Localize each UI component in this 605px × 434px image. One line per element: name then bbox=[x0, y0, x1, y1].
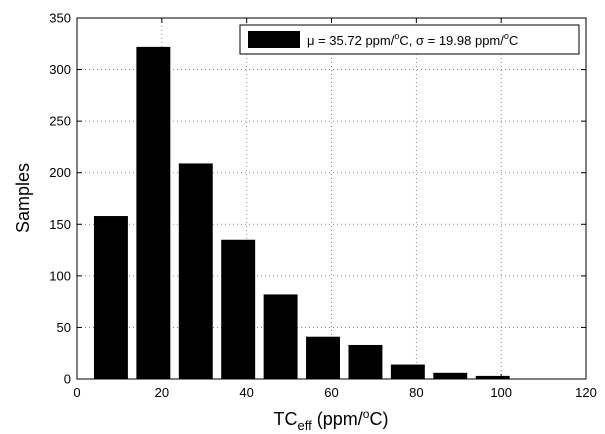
y-tick-label: 200 bbox=[49, 165, 71, 180]
x-tick-label: 0 bbox=[73, 385, 80, 400]
y-tick-label: 0 bbox=[64, 372, 71, 387]
legend-label: μ = 35.72 ppm/oC, σ = 19.98 ppm/oC bbox=[307, 31, 518, 48]
y-tick-label: 100 bbox=[49, 268, 71, 283]
legend-sigma-text: C, σ = 19.98 ppm/ bbox=[399, 33, 504, 48]
x-axis-title-units-open: (ppm/ bbox=[312, 409, 363, 429]
x-tick-label: 60 bbox=[324, 385, 338, 400]
x-axis-title: TCeff (ppm/oC) bbox=[274, 407, 389, 433]
bar bbox=[264, 294, 298, 379]
x-tick-label: 40 bbox=[239, 385, 253, 400]
legend-swatch bbox=[248, 31, 300, 48]
y-axis-title: Samples bbox=[13, 163, 33, 233]
y-tick-label: 150 bbox=[49, 217, 71, 232]
y-tick-label: 350 bbox=[49, 11, 71, 26]
bar bbox=[94, 216, 128, 379]
bar bbox=[348, 345, 382, 379]
x-tick-label: 80 bbox=[409, 385, 423, 400]
x-tick-label: 100 bbox=[490, 385, 512, 400]
x-axis-title-units-close: C) bbox=[369, 409, 388, 429]
y-tick-label: 300 bbox=[49, 62, 71, 77]
bars bbox=[94, 47, 510, 379]
x-tick-label: 120 bbox=[575, 385, 597, 400]
legend: μ = 35.72 ppm/oC, σ = 19.98 ppm/oC bbox=[240, 25, 579, 54]
x-axis-title-subscript: eff bbox=[298, 418, 313, 433]
legend-mu-text: μ = 35.72 ppm/ bbox=[307, 33, 395, 48]
x-axis-title-main: TC bbox=[274, 409, 298, 429]
y-tick-label: 250 bbox=[49, 114, 71, 129]
x-tick-label: 20 bbox=[155, 385, 169, 400]
bar bbox=[306, 337, 340, 379]
y-tick-label: 50 bbox=[57, 320, 71, 335]
legend-end-text: C bbox=[509, 33, 518, 48]
bar bbox=[136, 47, 170, 379]
bar bbox=[391, 365, 425, 379]
bar bbox=[221, 240, 255, 379]
bar bbox=[179, 163, 213, 379]
bar bbox=[433, 373, 467, 379]
